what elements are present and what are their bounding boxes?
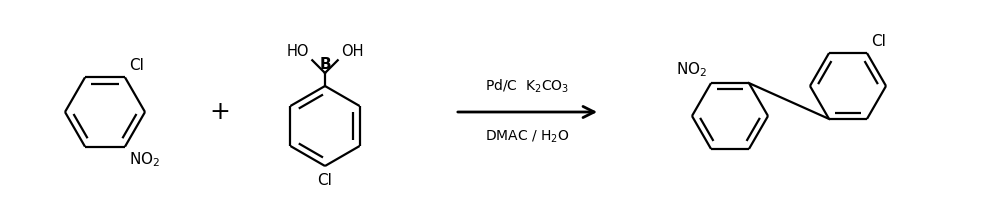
- Text: NO$_2$: NO$_2$: [129, 151, 160, 169]
- Text: Pd/C  K$_2$CO$_3$: Pd/C K$_2$CO$_3$: [485, 78, 570, 95]
- Text: +: +: [210, 100, 230, 124]
- Text: Cl: Cl: [871, 34, 886, 49]
- Text: B: B: [319, 57, 331, 72]
- Text: Cl: Cl: [318, 173, 332, 188]
- Text: DMAC / H$_2$O: DMAC / H$_2$O: [485, 129, 570, 145]
- Text: Cl: Cl: [129, 58, 144, 73]
- Text: NO$_2$: NO$_2$: [676, 60, 707, 79]
- Text: OH: OH: [341, 44, 363, 59]
- Text: HO: HO: [287, 44, 309, 59]
